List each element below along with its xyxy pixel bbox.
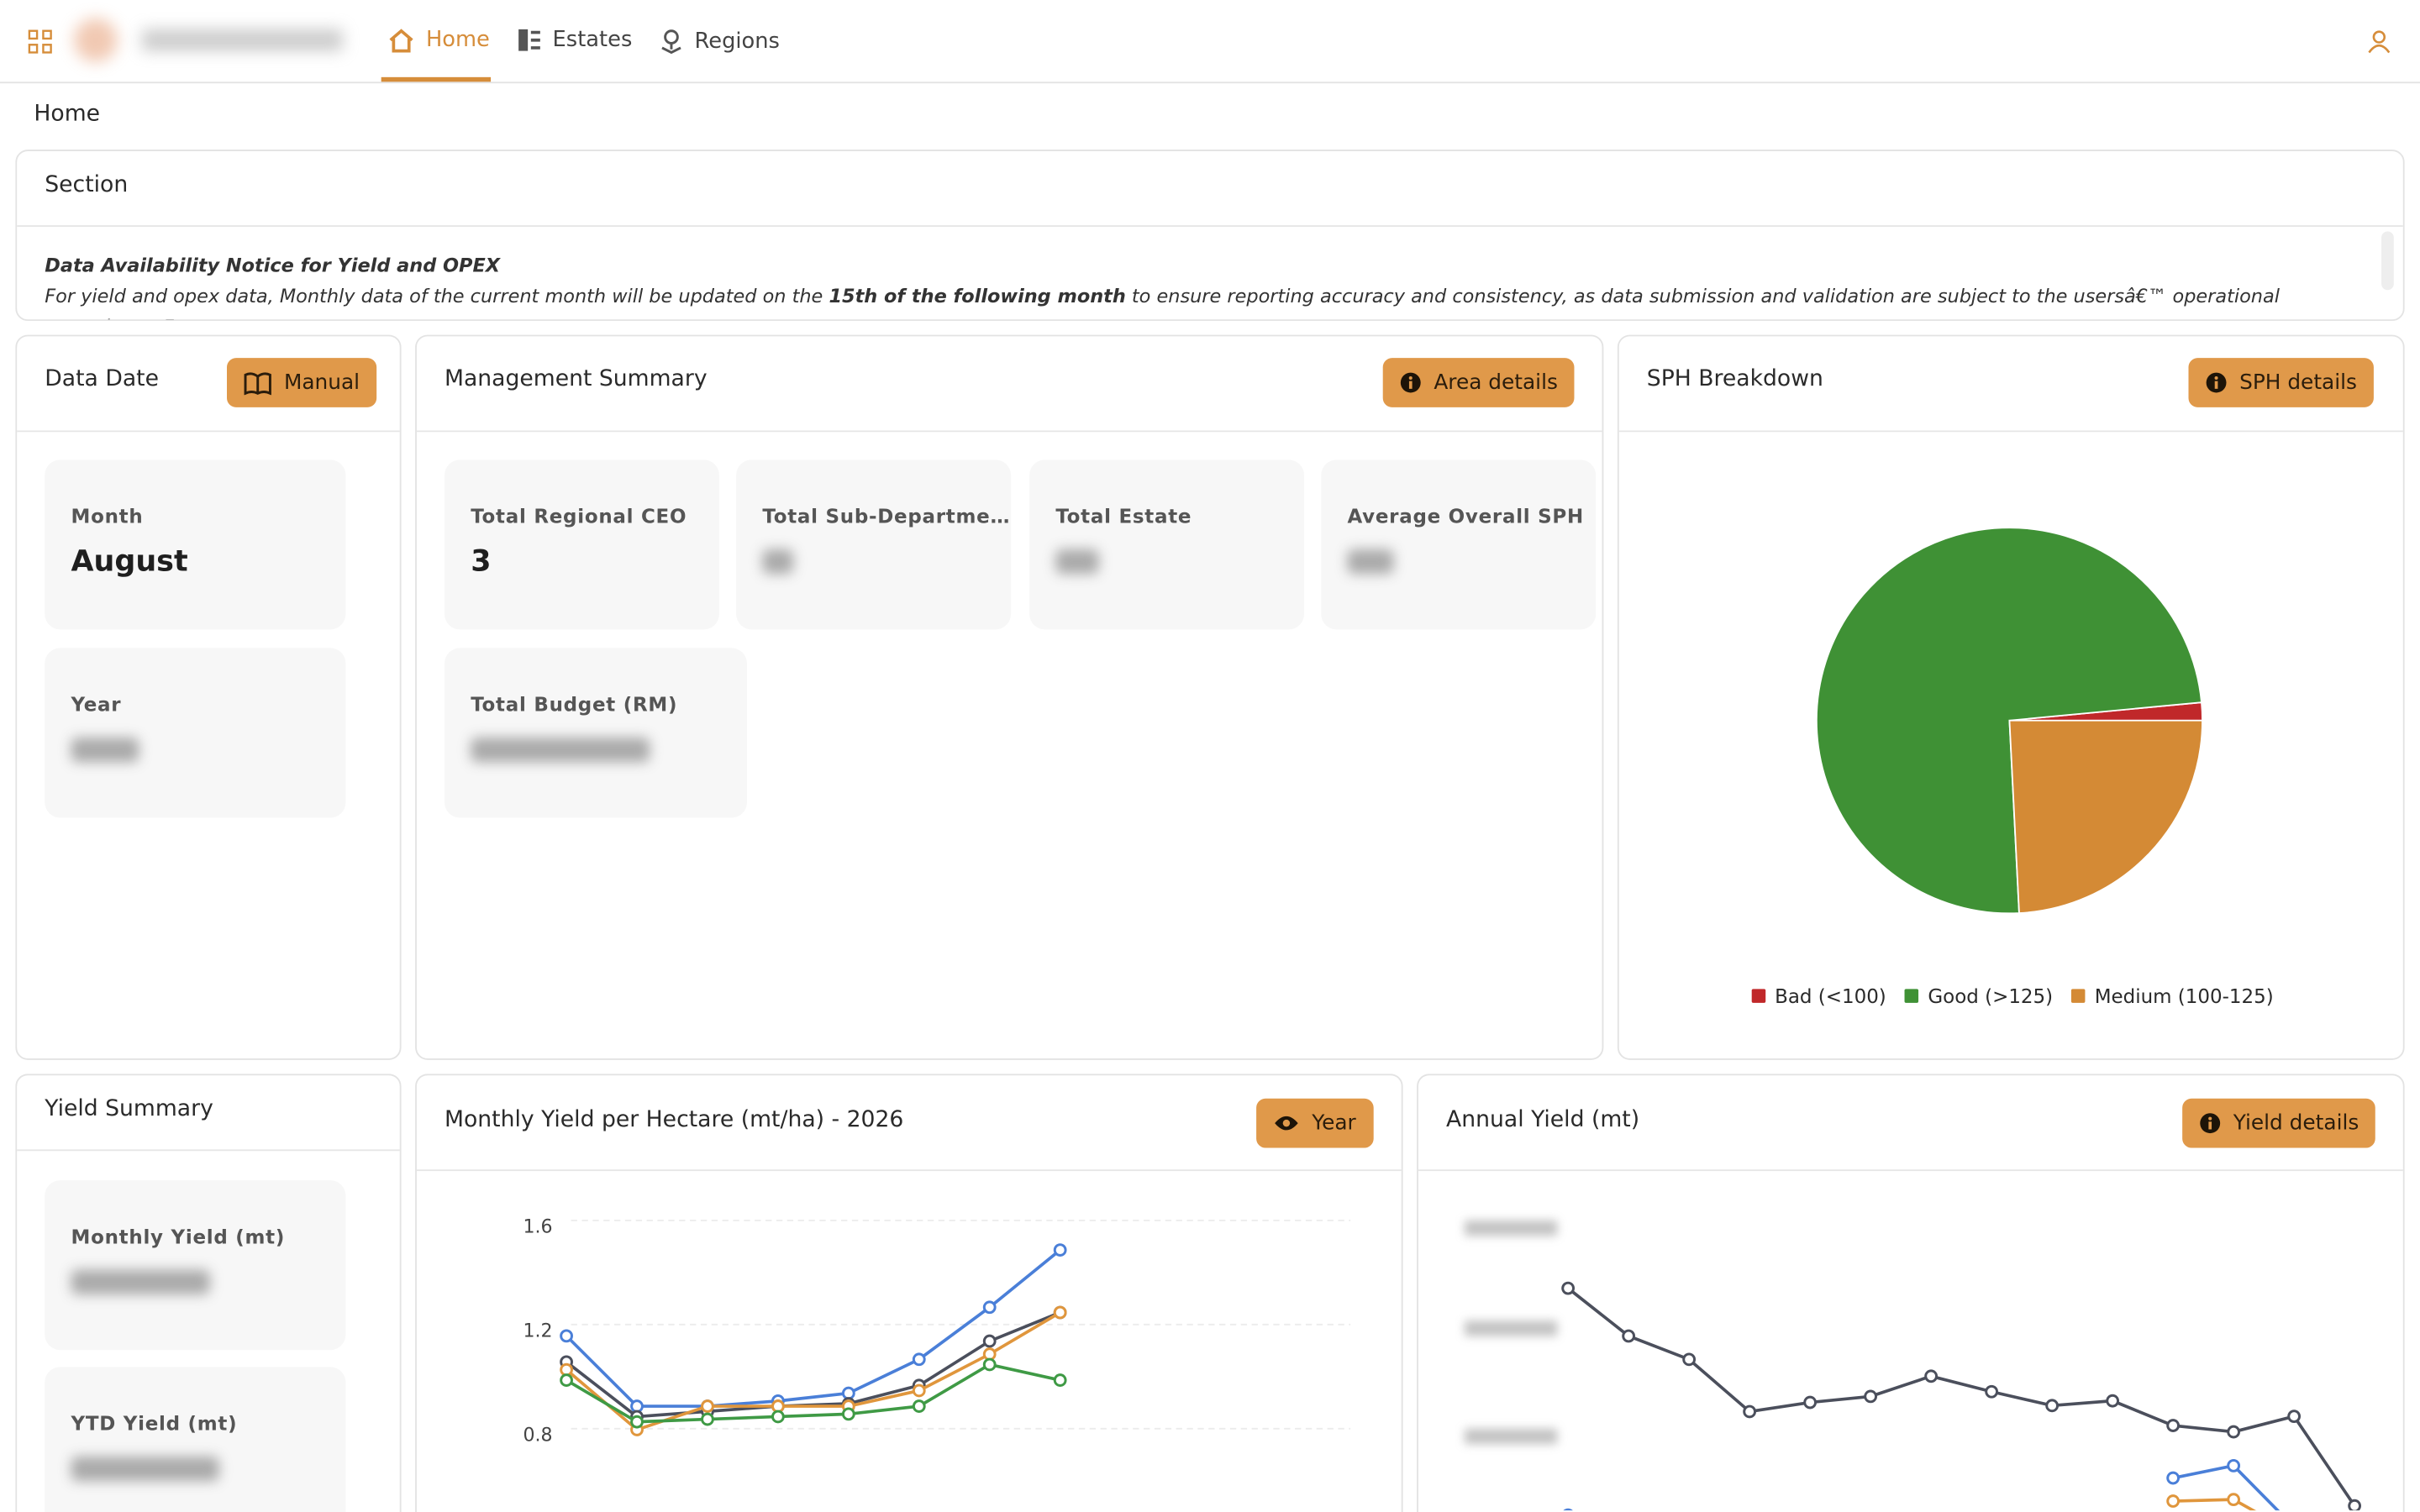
- manual-button[interactable]: Manual: [227, 358, 377, 407]
- tile: Monthly Yield (mt): [45, 1180, 346, 1351]
- tile-label: Monthly Yield (mt): [71, 1225, 286, 1248]
- management-card: Management Summary Area details Total Re…: [415, 334, 1604, 1060]
- monthly-yield-card: Monthly Yield per Hectare (mt/ha) - 2026…: [415, 1074, 1403, 1512]
- tile: Year: [45, 648, 346, 818]
- tile-label: Total Sub-Departme…: [762, 504, 1011, 528]
- button-label: Manual: [283, 370, 360, 396]
- card-title: Annual Yield (mt): [1446, 1107, 1640, 1133]
- section-card: Section Data Availability Notice for Yie…: [15, 150, 2405, 322]
- button-label: Area details: [1434, 370, 1558, 396]
- hidden-value: [71, 737, 139, 763]
- apps-icon[interactable]: [28, 29, 52, 54]
- sph-details-button[interactable]: SPH details: [2188, 358, 2375, 407]
- tile-value: 3: [471, 544, 492, 579]
- divider: [17, 225, 2403, 228]
- legend-swatch: [2071, 989, 2086, 1003]
- text-bold: 15th of the following month: [829, 285, 1126, 307]
- divider: [416, 430, 1602, 433]
- tab-home[interactable]: Home: [387, 28, 490, 53]
- legend-item: Bad (<100): [1751, 984, 1886, 1008]
- text: to ensure reporting accuracy and consist…: [45, 285, 2280, 319]
- divider: [1418, 1169, 2403, 1172]
- legend-item: Good (>125): [1904, 984, 2054, 1008]
- notice-title: Data Availability Notice for Yield and O…: [45, 255, 501, 276]
- scrollbar[interactable]: [2381, 231, 2394, 291]
- tile: Total Regional CEO 3: [444, 459, 719, 630]
- tile-label: Total Budget (RM): [471, 692, 678, 717]
- card-title: SPH Breakdown: [1646, 367, 1823, 392]
- button-label: Year: [1312, 1110, 1356, 1136]
- tab-indicator: [381, 76, 492, 82]
- hidden-tick: [1465, 1320, 1558, 1336]
- card-title: Management Summary: [444, 367, 708, 392]
- tile: Total Estate: [1029, 459, 1305, 630]
- hidden-tick: [1465, 1428, 1558, 1445]
- tab-regions[interactable]: Regions: [659, 28, 780, 55]
- tile: Total Sub-Departme…: [736, 459, 1012, 630]
- hidden-value: [1347, 549, 1394, 575]
- user-icon[interactable]: [2368, 29, 2391, 54]
- hidden-value: [71, 1456, 219, 1482]
- tile: Total Budget (RM): [444, 648, 747, 818]
- yield-summary-card: Yield Summary Monthly Yield (mt) YTD Yie…: [15, 1074, 402, 1512]
- hidden-tick: [1465, 1220, 1558, 1236]
- tile: YTD Yield (mt): [45, 1367, 346, 1512]
- sph-card: SPH Breakdown SPH details Bad (<100) Good…: [1617, 334, 2407, 1060]
- legend-label: Good (>125): [1928, 984, 2054, 1008]
- tile-label: Month: [71, 504, 144, 528]
- legend-swatch: [1904, 989, 1919, 1003]
- year-button[interactable]: Year: [1256, 1098, 1373, 1148]
- legend-item: Medium (100-125): [2071, 984, 2274, 1008]
- legend-swatch: [1751, 989, 1766, 1003]
- hidden-value: [1055, 549, 1099, 575]
- section-title: Section: [45, 172, 129, 198]
- data-date-card: Data Date Manual Month August Year: [15, 334, 402, 1060]
- app-name: [141, 29, 343, 51]
- divider: [17, 1149, 400, 1152]
- tile-label: Average Overall SPH: [1347, 504, 1584, 528]
- button-label: Yield details: [2233, 1110, 2360, 1136]
- notice: Data Availability Notice for Yield and O…: [45, 250, 2344, 319]
- tab-estates[interactable]: Estates: [517, 28, 632, 52]
- notice-text: For yield and opex data, Monthly data of…: [45, 281, 2344, 319]
- card-title: Monthly Yield per Hectare (mt/ha) - 2026: [444, 1107, 904, 1133]
- divider: [17, 430, 400, 433]
- tab-label: Home: [425, 28, 490, 53]
- divider: [1618, 430, 2403, 433]
- tile-label: Total Estate: [1055, 504, 1192, 528]
- text: For yield and opex data, Monthly data of…: [45, 285, 829, 307]
- yield-details-button[interactable]: Yield details: [2182, 1098, 2376, 1148]
- logo: [74, 18, 118, 62]
- legend-label: Bad (<100): [1775, 984, 1886, 1008]
- hidden-value: [471, 737, 650, 763]
- area-details-button[interactable]: Area details: [1382, 358, 1576, 407]
- card-title: Yield Summary: [45, 1096, 213, 1122]
- tab-label: Regions: [694, 28, 780, 54]
- tile: Average Overall SPH: [1321, 459, 1597, 630]
- button-label: SPH details: [2239, 370, 2357, 396]
- top-nav: [0, 0, 2420, 84]
- tile: Month August: [45, 459, 346, 630]
- hidden-value: [71, 1269, 210, 1295]
- legend-label: Medium (100-125): [2094, 984, 2274, 1008]
- tile-label: YTD Yield (mt): [71, 1411, 238, 1436]
- annual-yield-card: Annual Yield (mt) Yield details: [1417, 1074, 2405, 1512]
- tile-label: Total Regional CEO: [471, 504, 687, 528]
- hidden-value: [762, 549, 794, 575]
- tab-label: Estates: [552, 28, 633, 53]
- tile-value: August: [71, 544, 188, 579]
- card-title: Data Date: [45, 367, 159, 392]
- legend: Bad (<100) Good (>125) Medium (100-125): [1619, 984, 2407, 1008]
- tile-label: Year: [71, 692, 122, 717]
- divider: [416, 1169, 1402, 1172]
- breadcrumb: Home: [34, 102, 101, 127]
